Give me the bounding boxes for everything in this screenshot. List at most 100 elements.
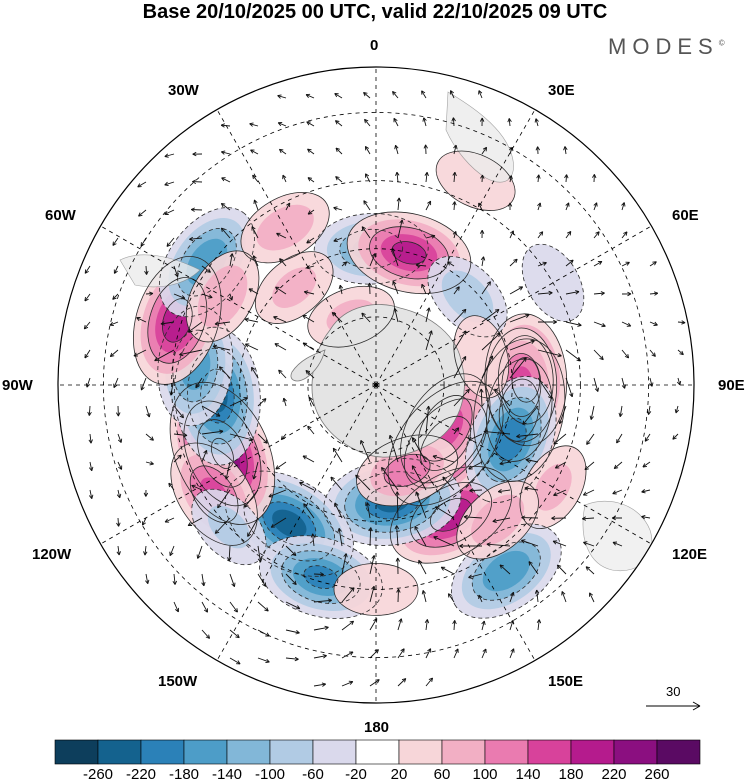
wind-vector: [306, 237, 315, 244]
wind-vector: [565, 291, 580, 295]
latitude-circle: [171, 180, 581, 590]
contour-line: [303, 565, 339, 589]
wind-vector-head: [227, 557, 232, 562]
vector-scale-arrowhead: [692, 701, 701, 711]
wind-vector-head: [87, 411, 92, 416]
contour-line: [400, 373, 491, 484]
wind-vector-head: [394, 525, 400, 530]
wind-vector-head: [582, 516, 587, 521]
wind-vector-head: [335, 176, 340, 181]
wind-vector: [366, 502, 371, 519]
wind-vector: [433, 536, 455, 547]
contour-line: [172, 329, 219, 403]
wind-vector: [364, 119, 371, 127]
wind-vector: [481, 281, 491, 295]
wind-vector: [593, 202, 598, 211]
wind-vector: [164, 209, 175, 215]
wind-vector-head: [305, 93, 311, 98]
wind-vector-head: [243, 397, 248, 402]
wind-vector-head: [217, 503, 222, 509]
wind-vector-head: [411, 437, 416, 442]
wind-vector: [166, 237, 175, 247]
meridian-line: [375, 384, 536, 661]
wind-vector-head: [494, 308, 500, 314]
wind-vector-head: [276, 232, 281, 237]
wind-vector: [559, 405, 567, 424]
wind-vector-head: [350, 587, 355, 592]
wind-vector: [450, 90, 455, 99]
wind-vector-head: [307, 425, 312, 431]
wind-vector: [447, 261, 455, 267]
wind-vector: [140, 377, 147, 391]
contour-line: [339, 228, 404, 269]
wind-vector-head: [363, 91, 368, 97]
wind-vector-head: [551, 516, 556, 521]
wind-vector: [641, 516, 651, 519]
wind-vector-head: [613, 464, 619, 470]
wind-vector-head: [525, 313, 530, 319]
wind-vector: [481, 147, 487, 155]
wind-vector-head: [84, 296, 89, 302]
colorbar-tick: -20: [345, 766, 367, 783]
colorbar-swatch: [484, 739, 529, 765]
contour-line: [344, 471, 441, 533]
wind-vector: [84, 293, 91, 302]
label-lon-30w: 30W: [168, 82, 199, 99]
wind-vector: [88, 405, 91, 416]
contour-line: [200, 368, 235, 424]
wind-vector: [244, 489, 259, 508]
wind-vector-head: [625, 261, 630, 266]
wind-vector: [481, 355, 494, 379]
wind-vector-head: [236, 660, 241, 665]
wind-vector: [453, 388, 470, 407]
wind-vector: [478, 202, 483, 211]
wind-vector-head: [538, 231, 544, 236]
wind-vector-head: [164, 518, 170, 523]
wind-vector: [89, 433, 92, 444]
meridian-line: [216, 384, 377, 661]
colorbar-swatch: [570, 739, 615, 765]
contour-line: [403, 398, 488, 489]
wind-vector: [278, 369, 287, 379]
wind-vector: [453, 172, 456, 183]
wind-vector: [537, 202, 541, 211]
wind-vector: [201, 629, 210, 639]
wind-vector-head: [421, 590, 427, 595]
wind-vector-head: [597, 260, 603, 266]
wind-vector: [642, 461, 651, 468]
wind-vector: [283, 397, 287, 407]
wind-vector-head: [220, 202, 226, 208]
wind-vector: [84, 349, 91, 359]
wind-vector: [453, 308, 467, 323]
contour-line: [383, 453, 431, 487]
wind-vector: [145, 433, 154, 441]
wind-vector-head: [627, 291, 632, 297]
wind-vector-head: [452, 620, 457, 625]
wind-vector-head: [563, 146, 568, 151]
wind-vector-head: [536, 619, 542, 624]
vector-scale-label: 30: [666, 684, 681, 699]
wind-vector: [509, 357, 527, 379]
wind-vector-head: [393, 308, 398, 313]
wind-vector-head: [679, 350, 684, 356]
wind-vector: [109, 321, 119, 326]
contour-line: [497, 335, 554, 425]
wind-vector: [164, 181, 175, 186]
wind-vector: [173, 293, 186, 299]
anomaly-band: [207, 505, 250, 549]
wind-vector-head: [674, 409, 680, 414]
wind-vector-head: [302, 455, 308, 460]
wind-vector-head: [452, 171, 457, 177]
wind-vector: [509, 230, 514, 239]
wind-vector: [117, 517, 120, 527]
wind-vector: [499, 461, 511, 465]
wind-vector-head: [400, 648, 405, 653]
colorbar-swatch: [441, 739, 486, 765]
wind-vector: [582, 517, 595, 520]
contour-line: [323, 458, 462, 546]
wind-vector-head: [481, 620, 486, 626]
wind-vector: [365, 173, 371, 183]
wind-vector-head: [459, 543, 464, 549]
wind-vector: [136, 317, 147, 323]
wind-vector: [248, 288, 259, 295]
